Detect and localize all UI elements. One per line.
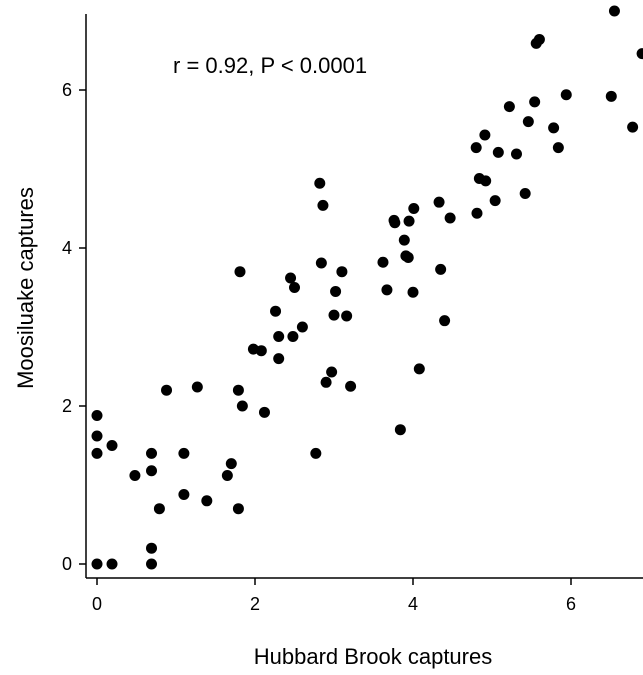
data-point	[91, 430, 103, 442]
data-point	[153, 503, 165, 515]
data-point	[341, 310, 353, 322]
data-point	[178, 488, 190, 500]
data-point	[407, 286, 419, 298]
data-point	[191, 381, 203, 393]
data-point	[389, 217, 401, 229]
data-point	[529, 96, 541, 108]
data-point	[146, 542, 158, 554]
data-point	[336, 266, 348, 278]
data-point	[480, 175, 492, 187]
data-point	[403, 215, 415, 227]
data-point	[287, 330, 299, 342]
data-point	[444, 212, 456, 224]
data-point	[255, 345, 267, 357]
y-axis-ticks: 0 2 4 6	[62, 80, 86, 574]
data-point	[258, 406, 270, 418]
data-point	[91, 558, 103, 570]
y-tick-label: 2	[62, 396, 72, 416]
data-point	[413, 363, 425, 375]
y-axis-label: Moosiluake captures	[13, 187, 38, 389]
x-axis-ticks: 0 2 4 6	[92, 578, 576, 614]
data-point	[146, 465, 158, 477]
data-point	[146, 558, 158, 570]
data-point	[435, 263, 447, 275]
data-point	[91, 409, 103, 421]
data-point	[232, 503, 244, 515]
data-point	[510, 148, 522, 160]
data-point	[328, 309, 340, 321]
data-point	[289, 282, 300, 293]
data-point	[296, 321, 308, 333]
data-point	[317, 199, 329, 211]
data-point	[270, 305, 282, 317]
x-tick-label: 0	[92, 594, 102, 614]
data-point	[489, 195, 501, 207]
data-point	[129, 470, 141, 482]
y-tick-label: 4	[62, 238, 72, 258]
data-point	[161, 384, 173, 396]
data-point	[201, 495, 213, 507]
data-point	[394, 424, 406, 436]
data-point	[402, 251, 414, 263]
data-point	[636, 48, 643, 60]
data-point	[320, 376, 332, 388]
data-point	[608, 5, 620, 17]
data-point	[471, 207, 483, 219]
data-point	[91, 447, 103, 459]
x-tick-label: 2	[250, 594, 260, 614]
data-point	[146, 447, 158, 459]
x-axis-label: Hubbard Brook captures	[254, 644, 492, 669]
data-point	[310, 447, 322, 459]
data-point	[178, 447, 190, 459]
data-point	[627, 121, 639, 133]
data-point	[285, 272, 297, 284]
x-tick-label: 4	[408, 594, 418, 614]
data-point	[552, 142, 564, 154]
data-point	[106, 558, 118, 570]
data-point	[236, 400, 248, 412]
data-point	[234, 266, 246, 278]
data-point	[408, 203, 420, 214]
data-point	[519, 187, 531, 199]
data-point	[330, 285, 342, 297]
data-point	[315, 257, 327, 269]
data-point	[560, 89, 572, 101]
data-point	[492, 146, 504, 158]
data-point	[439, 315, 451, 327]
axes	[85, 14, 643, 579]
data-point	[433, 196, 445, 208]
data-point	[326, 366, 338, 378]
data-point	[345, 380, 357, 392]
data-point	[273, 330, 285, 342]
data-point	[548, 122, 560, 134]
y-tick-label: 6	[62, 80, 72, 100]
y-tick-label: 0	[62, 554, 72, 574]
data-point	[314, 177, 326, 189]
x-tick-label: 6	[566, 594, 576, 614]
data-point	[398, 234, 410, 246]
data-point	[479, 129, 491, 141]
data-point	[221, 470, 233, 482]
data-point	[381, 284, 393, 296]
data-point	[232, 384, 244, 396]
data-point	[225, 458, 237, 470]
data-point	[106, 440, 118, 451]
data-points	[91, 5, 643, 570]
correlation-annotation: r = 0.92, P < 0.0001	[173, 53, 367, 78]
data-point	[273, 353, 285, 365]
data-point	[377, 256, 389, 268]
data-point	[522, 116, 534, 128]
data-point	[533, 33, 545, 45]
data-point	[470, 142, 482, 154]
data-point	[503, 101, 515, 113]
data-point	[605, 90, 617, 102]
